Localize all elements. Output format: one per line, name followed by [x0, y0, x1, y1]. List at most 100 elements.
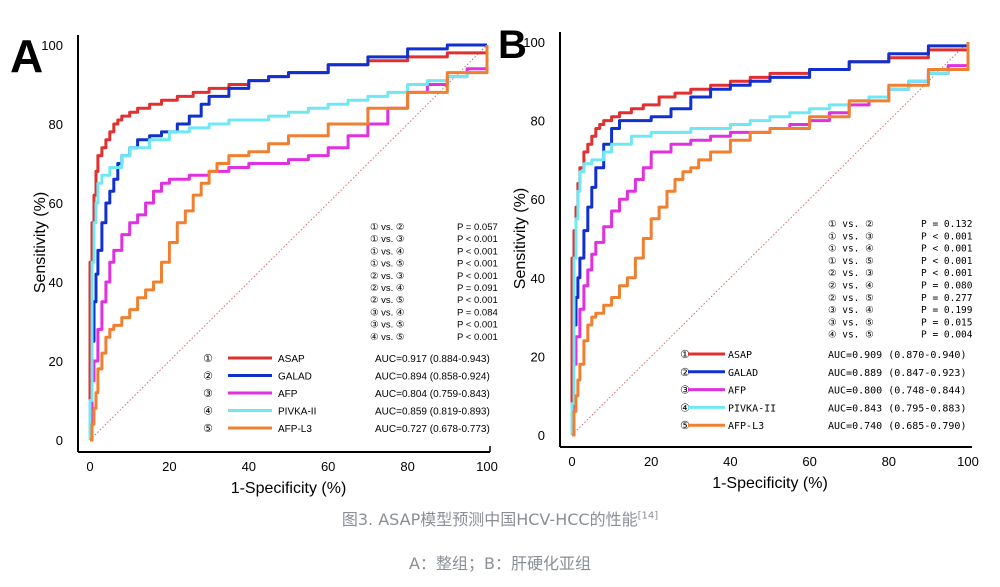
- reference-diagonal: [89, 44, 488, 441]
- pvalue-value: P < 0.001: [457, 259, 498, 270]
- x-tick-label: 20: [162, 459, 176, 474]
- x-tick-label: 100: [476, 459, 498, 474]
- y-tick-label: 60: [49, 196, 63, 211]
- y-tick-label: 80: [531, 114, 545, 129]
- legend-number: ③: [680, 384, 690, 397]
- pvalue-value: P = 0.004: [921, 330, 973, 341]
- pvalue-value: P = 0.091: [457, 283, 498, 294]
- x-tick-label: 20: [644, 454, 658, 469]
- legend-number: ⑤: [680, 419, 690, 432]
- legend-series-name: AFP: [728, 386, 746, 397]
- roc-curve-pivka-ii: [88, 45, 489, 440]
- legend-series-name: GALAD: [728, 368, 758, 379]
- pvalue-value: P < 0.001: [457, 320, 498, 331]
- pvalue-value: P = 0.084: [457, 307, 498, 318]
- caption-ref: [14]: [637, 510, 659, 522]
- roc-figure: A 0 20 40 60 80 100 0 20 40 60 80 100 1-Specificity (…: [10, 23, 979, 497]
- x-tick-label: 40: [723, 454, 737, 469]
- pvalue-comparison: ② vs. ⑤: [828, 293, 874, 304]
- panel-label: A: [10, 30, 43, 82]
- pvalue-value: P < 0.001: [921, 268, 973, 279]
- y-axis-title: Sensitivity (%): [512, 188, 529, 289]
- legend-series-name: AFP: [278, 389, 298, 400]
- y-tick-label: 80: [49, 117, 63, 132]
- legend-auc: AUC=0.800 (0.748-0.844): [828, 386, 966, 397]
- legend-series-name: ASAP: [728, 350, 752, 361]
- y-tick-label: 60: [531, 192, 545, 207]
- pvalue-comparison: ③ vs. ⑤: [828, 317, 874, 328]
- pvalue-comparison: ① vs. ④: [370, 246, 405, 257]
- legend-auc: AUC=0.859 (0.819-0.893): [375, 407, 490, 418]
- pvalue-value: P < 0.001: [457, 271, 498, 282]
- y-tick-label: 100: [523, 35, 545, 50]
- pvalue-value: P = 0.057: [457, 222, 498, 233]
- legend-auc: AUC=0.894 (0.858-0.924): [375, 372, 490, 383]
- y-tick-label: 40: [531, 271, 545, 286]
- x-tick-label: 60: [321, 459, 335, 474]
- legend-auc: AUC=0.804 (0.759-0.843): [375, 389, 490, 400]
- roc-curve-galad: [90, 43, 487, 442]
- pvalue-comparison: ① vs. ③: [370, 234, 405, 245]
- pvalue-comparison: ② vs. ④: [828, 281, 874, 292]
- x-tick-label: 100: [957, 454, 979, 469]
- roc-curve-afp-l3: [572, 42, 970, 437]
- legend-auc: AUC=0.843 (0.795-0.883): [828, 403, 966, 414]
- legend-number: ②: [680, 366, 690, 379]
- pvalue-value: P = 0.015: [921, 317, 972, 328]
- x-tick-label: 80: [882, 454, 896, 469]
- y-tick-label: 0: [538, 428, 545, 443]
- pvalue-value: P = 0.132: [921, 219, 972, 230]
- y-axis-title: Sensitivity (%): [32, 192, 49, 293]
- y-tick-label: 40: [49, 275, 63, 290]
- legend-auc: AUC=0.909 (0.870-0.940): [828, 350, 966, 361]
- y-tick-label: 20: [531, 349, 545, 364]
- pvalue-comparison: ② vs. ⑤: [370, 295, 405, 306]
- y-tick-label: 0: [56, 433, 63, 448]
- pvalue-comparison: ③ vs. ④: [370, 307, 405, 318]
- x-tick-label: 0: [86, 459, 93, 474]
- pvalue-comparison: ① vs. ④: [828, 244, 874, 255]
- legend-series-name: PIVKA-II: [728, 403, 776, 414]
- pvalue-value: P = 0.277: [921, 293, 972, 304]
- pvalue-value: P = 0.199: [921, 305, 973, 316]
- pvalue-comparison: ① vs. ⑤: [828, 256, 874, 267]
- pvalue-comparison: ④ vs. ⑤: [828, 330, 874, 341]
- pvalue-comparison: ② vs. ④: [370, 283, 405, 294]
- panel-label: B: [498, 23, 527, 67]
- legend-number: ②: [203, 370, 213, 383]
- legend-series-name: ASAP: [278, 354, 305, 365]
- y-tick-label: 100: [41, 38, 63, 53]
- pvalue-comparison: ① vs. ②: [828, 219, 874, 230]
- pvalue-value: P < 0.001: [921, 256, 973, 267]
- figure-subcaption: A：整组；B：肝硬化亚组: [409, 554, 591, 573]
- caption-title: 图3. ASAP模型预测中国HCV-HCC的性能: [341, 510, 638, 529]
- pvalue-comparison: ③ vs. ⑤: [370, 320, 405, 331]
- pvalue-comparison: ① vs. ⑤: [370, 259, 405, 270]
- pvalue-value: P < 0.001: [457, 295, 498, 306]
- pvalue-value: P < 0.001: [457, 246, 498, 257]
- pvalue-value: P < 0.001: [921, 244, 973, 255]
- pvalue-comparison: ③ vs. ④: [828, 305, 874, 316]
- pvalue-comparison: ④ vs. ⑤: [370, 332, 405, 343]
- legend-auc: AUC=0.740 (0.685-0.790): [828, 421, 966, 432]
- pvalue-comparison: ① vs. ②: [370, 222, 405, 233]
- legend-number: ⑤: [203, 422, 213, 435]
- legend-number: ④: [203, 405, 213, 418]
- y-tick-label: 20: [49, 354, 63, 369]
- legend-series-name: AFP-L3: [278, 424, 312, 435]
- pvalue-comparison: ② vs. ③: [370, 271, 405, 282]
- x-axis-title: 1-Specificity (%): [712, 475, 828, 492]
- pvalue-value: P < 0.001: [457, 234, 498, 245]
- roc-curve-afp-l3: [90, 45, 489, 442]
- pvalue-comparison: ② vs. ③: [828, 268, 874, 279]
- x-tick-label: 40: [242, 459, 256, 474]
- pvalue-value: P < 0.001: [921, 231, 973, 242]
- legend-auc: AUC=0.889 (0.847-0.923): [828, 368, 966, 379]
- legend-number: ①: [680, 348, 690, 361]
- pvalue-value: P = 0.080: [921, 281, 973, 292]
- roc-curve-galad: [572, 42, 970, 437]
- x-tick-label: 60: [802, 454, 816, 469]
- legend-series-name: GALAD: [278, 372, 312, 383]
- pvalue-comparison: ① vs. ③: [828, 231, 874, 242]
- pvalue-value: P < 0.001: [457, 332, 498, 343]
